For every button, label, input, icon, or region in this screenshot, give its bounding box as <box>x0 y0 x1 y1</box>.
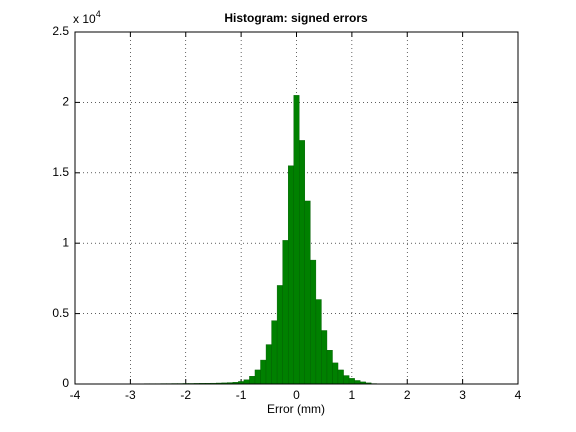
bar <box>354 380 361 385</box>
x-tick-label: 1 <box>349 388 356 402</box>
y-multiplier-base: x 10 <box>73 12 96 26</box>
y-tick-label: 2 <box>62 95 69 109</box>
bar <box>321 330 328 385</box>
chart-title: Histogram: signed errors <box>224 11 368 25</box>
bar <box>293 95 300 385</box>
x-tick-label: 2 <box>404 388 411 402</box>
x-tick-label: -1 <box>236 388 247 402</box>
bar <box>287 165 294 385</box>
bar <box>332 362 339 385</box>
plot-frame <box>74 31 519 385</box>
y-tick-label: 1 <box>62 235 69 249</box>
bar <box>243 379 250 385</box>
x-axis-label: Error (mm) <box>267 402 325 416</box>
y-tick-label: 2.5 <box>52 24 69 38</box>
bar <box>249 376 256 385</box>
x-tick-label: -3 <box>125 388 136 402</box>
bar <box>348 378 355 385</box>
x-tick-label: 4 <box>515 388 522 402</box>
bar <box>315 299 322 385</box>
x-tick-label: -2 <box>180 388 191 402</box>
bar <box>260 359 267 385</box>
y-tick-label: 1.5 <box>52 165 69 179</box>
y-multiplier: x 104 <box>73 9 101 26</box>
bar <box>310 259 317 385</box>
bar <box>276 285 283 385</box>
bar <box>343 375 350 385</box>
bar <box>304 200 311 385</box>
x-tick-label: 3 <box>459 388 466 402</box>
bar <box>282 240 289 385</box>
y-multiplier-exponent: 4 <box>96 9 101 19</box>
x-tick-label: -4 <box>70 388 81 402</box>
y-tick-label: 0 <box>62 376 69 390</box>
x-tick-label: 0 <box>293 388 300 402</box>
bar <box>271 320 278 385</box>
bar <box>299 140 306 385</box>
y-tick-label: 0.5 <box>52 306 69 320</box>
bar <box>337 369 344 385</box>
bar <box>326 350 333 385</box>
bar <box>254 369 261 385</box>
bar <box>265 344 272 385</box>
